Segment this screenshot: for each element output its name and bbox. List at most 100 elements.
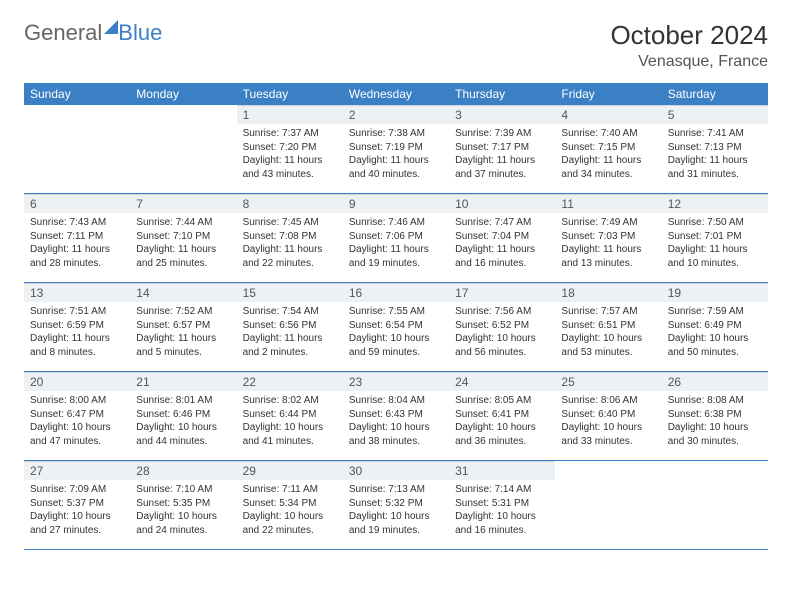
page-title: October 2024 <box>610 20 768 51</box>
day-details: Sunrise: 7:11 AMSunset: 5:34 PMDaylight:… <box>237 480 343 543</box>
day-details: Sunrise: 7:51 AMSunset: 6:59 PMDaylight:… <box>24 302 130 365</box>
day-details: Sunrise: 7:45 AMSunset: 7:08 PMDaylight:… <box>237 213 343 276</box>
calendar-day-cell: 26Sunrise: 8:08 AMSunset: 6:38 PMDayligh… <box>662 372 768 461</box>
sunset-text: Sunset: 6:38 PM <box>668 408 762 422</box>
logo-triangle-icon <box>104 20 118 34</box>
weekday-header: Friday <box>555 83 661 105</box>
daylight-text: Daylight: 11 hours and 10 minutes. <box>668 243 762 270</box>
sunrise-text: Sunrise: 7:54 AM <box>243 305 337 319</box>
sunset-text: Sunset: 7:15 PM <box>561 141 655 155</box>
day-details: Sunrise: 8:02 AMSunset: 6:44 PMDaylight:… <box>237 391 343 454</box>
sunset-text: Sunset: 6:44 PM <box>243 408 337 422</box>
weekday-header: Thursday <box>449 83 555 105</box>
day-number: 9 <box>343 194 449 213</box>
sunrise-text: Sunrise: 7:52 AM <box>136 305 230 319</box>
calendar-day-cell: 28Sunrise: 7:10 AMSunset: 5:35 PMDayligh… <box>130 461 236 550</box>
day-number: 15 <box>237 283 343 302</box>
weekday-header: Sunday <box>24 83 130 105</box>
calendar-day-cell: 4Sunrise: 7:40 AMSunset: 7:15 PMDaylight… <box>555 105 661 194</box>
daylight-text: Daylight: 10 hours and 33 minutes. <box>561 421 655 448</box>
sunset-text: Sunset: 7:08 PM <box>243 230 337 244</box>
day-details: Sunrise: 7:10 AMSunset: 5:35 PMDaylight:… <box>130 480 236 543</box>
calendar-day-cell: 9Sunrise: 7:46 AMSunset: 7:06 PMDaylight… <box>343 194 449 283</box>
sunset-text: Sunset: 7:19 PM <box>349 141 443 155</box>
day-details: Sunrise: 7:09 AMSunset: 5:37 PMDaylight:… <box>24 480 130 543</box>
day-details: Sunrise: 7:43 AMSunset: 7:11 PMDaylight:… <box>24 213 130 276</box>
day-number: 19 <box>662 283 768 302</box>
sunrise-text: Sunrise: 7:57 AM <box>561 305 655 319</box>
day-number: 18 <box>555 283 661 302</box>
weekday-header-row: Sunday Monday Tuesday Wednesday Thursday… <box>24 83 768 105</box>
sunset-text: Sunset: 6:43 PM <box>349 408 443 422</box>
day-number: 31 <box>449 461 555 480</box>
daylight-text: Daylight: 11 hours and 2 minutes. <box>243 332 337 359</box>
day-number: 3 <box>449 105 555 124</box>
sunrise-text: Sunrise: 8:08 AM <box>668 394 762 408</box>
sunrise-text: Sunrise: 7:14 AM <box>455 483 549 497</box>
daylight-text: Daylight: 10 hours and 56 minutes. <box>455 332 549 359</box>
sunrise-text: Sunrise: 7:59 AM <box>668 305 762 319</box>
sunset-text: Sunset: 7:04 PM <box>455 230 549 244</box>
day-details: Sunrise: 7:56 AMSunset: 6:52 PMDaylight:… <box>449 302 555 365</box>
calendar-day-cell: 31Sunrise: 7:14 AMSunset: 5:31 PMDayligh… <box>449 461 555 550</box>
calendar-day-cell: 15Sunrise: 7:54 AMSunset: 6:56 PMDayligh… <box>237 283 343 372</box>
location-label: Venasque, France <box>610 53 768 71</box>
day-details: Sunrise: 8:01 AMSunset: 6:46 PMDaylight:… <box>130 391 236 454</box>
day-details: Sunrise: 7:44 AMSunset: 7:10 PMDaylight:… <box>130 213 236 276</box>
sunrise-text: Sunrise: 8:06 AM <box>561 394 655 408</box>
day-number: 2 <box>343 105 449 124</box>
sunset-text: Sunset: 7:01 PM <box>668 230 762 244</box>
day-details: Sunrise: 7:47 AMSunset: 7:04 PMDaylight:… <box>449 213 555 276</box>
day-number: 24 <box>449 372 555 391</box>
calendar-week-row: 1Sunrise: 7:37 AMSunset: 7:20 PMDaylight… <box>24 105 768 194</box>
sunset-text: Sunset: 7:13 PM <box>668 141 762 155</box>
day-number: 30 <box>343 461 449 480</box>
sunset-text: Sunset: 5:32 PM <box>349 497 443 511</box>
calendar-day-cell: 21Sunrise: 8:01 AMSunset: 6:46 PMDayligh… <box>130 372 236 461</box>
calendar-day-cell: 24Sunrise: 8:05 AMSunset: 6:41 PMDayligh… <box>449 372 555 461</box>
day-number: 22 <box>237 372 343 391</box>
day-details: Sunrise: 7:57 AMSunset: 6:51 PMDaylight:… <box>555 302 661 365</box>
daylight-text: Daylight: 11 hours and 22 minutes. <box>243 243 337 270</box>
daylight-text: Daylight: 10 hours and 24 minutes. <box>136 510 230 537</box>
calendar-week-row: 13Sunrise: 7:51 AMSunset: 6:59 PMDayligh… <box>24 283 768 372</box>
sunrise-text: Sunrise: 8:04 AM <box>349 394 443 408</box>
daylight-text: Daylight: 11 hours and 28 minutes. <box>30 243 124 270</box>
daylight-text: Daylight: 10 hours and 44 minutes. <box>136 421 230 448</box>
sunset-text: Sunset: 6:46 PM <box>136 408 230 422</box>
calendar-day-cell <box>130 105 236 194</box>
daylight-text: Daylight: 11 hours and 25 minutes. <box>136 243 230 270</box>
sunset-text: Sunset: 7:06 PM <box>349 230 443 244</box>
day-details: Sunrise: 7:52 AMSunset: 6:57 PMDaylight:… <box>130 302 236 365</box>
day-details: Sunrise: 7:38 AMSunset: 7:19 PMDaylight:… <box>343 124 449 187</box>
calendar-day-cell: 10Sunrise: 7:47 AMSunset: 7:04 PMDayligh… <box>449 194 555 283</box>
calendar-day-cell <box>24 105 130 194</box>
logo: General Blue <box>24 20 162 46</box>
sunset-text: Sunset: 6:54 PM <box>349 319 443 333</box>
sunset-text: Sunset: 6:57 PM <box>136 319 230 333</box>
day-details: Sunrise: 8:00 AMSunset: 6:47 PMDaylight:… <box>24 391 130 454</box>
sunset-text: Sunset: 7:11 PM <box>30 230 124 244</box>
title-block: October 2024 Venasque, France <box>610 20 768 71</box>
sunrise-text: Sunrise: 7:55 AM <box>349 305 443 319</box>
sunrise-text: Sunrise: 7:46 AM <box>349 216 443 230</box>
day-details: Sunrise: 8:04 AMSunset: 6:43 PMDaylight:… <box>343 391 449 454</box>
day-number: 4 <box>555 105 661 124</box>
daylight-text: Daylight: 11 hours and 16 minutes. <box>455 243 549 270</box>
day-number: 13 <box>24 283 130 302</box>
sunrise-text: Sunrise: 7:43 AM <box>30 216 124 230</box>
day-number: 14 <box>130 283 236 302</box>
day-details: Sunrise: 7:59 AMSunset: 6:49 PMDaylight:… <box>662 302 768 365</box>
day-details: Sunrise: 8:05 AMSunset: 6:41 PMDaylight:… <box>449 391 555 454</box>
sunrise-text: Sunrise: 8:05 AM <box>455 394 549 408</box>
day-number: 6 <box>24 194 130 213</box>
weekday-header: Wednesday <box>343 83 449 105</box>
daylight-text: Daylight: 10 hours and 47 minutes. <box>30 421 124 448</box>
calendar-day-cell: 6Sunrise: 7:43 AMSunset: 7:11 PMDaylight… <box>24 194 130 283</box>
day-details: Sunrise: 7:37 AMSunset: 7:20 PMDaylight:… <box>237 124 343 187</box>
calendar-day-cell: 23Sunrise: 8:04 AMSunset: 6:43 PMDayligh… <box>343 372 449 461</box>
calendar-day-cell: 5Sunrise: 7:41 AMSunset: 7:13 PMDaylight… <box>662 105 768 194</box>
daylight-text: Daylight: 10 hours and 16 minutes. <box>455 510 549 537</box>
day-details: Sunrise: 7:13 AMSunset: 5:32 PMDaylight:… <box>343 480 449 543</box>
sunset-text: Sunset: 5:34 PM <box>243 497 337 511</box>
